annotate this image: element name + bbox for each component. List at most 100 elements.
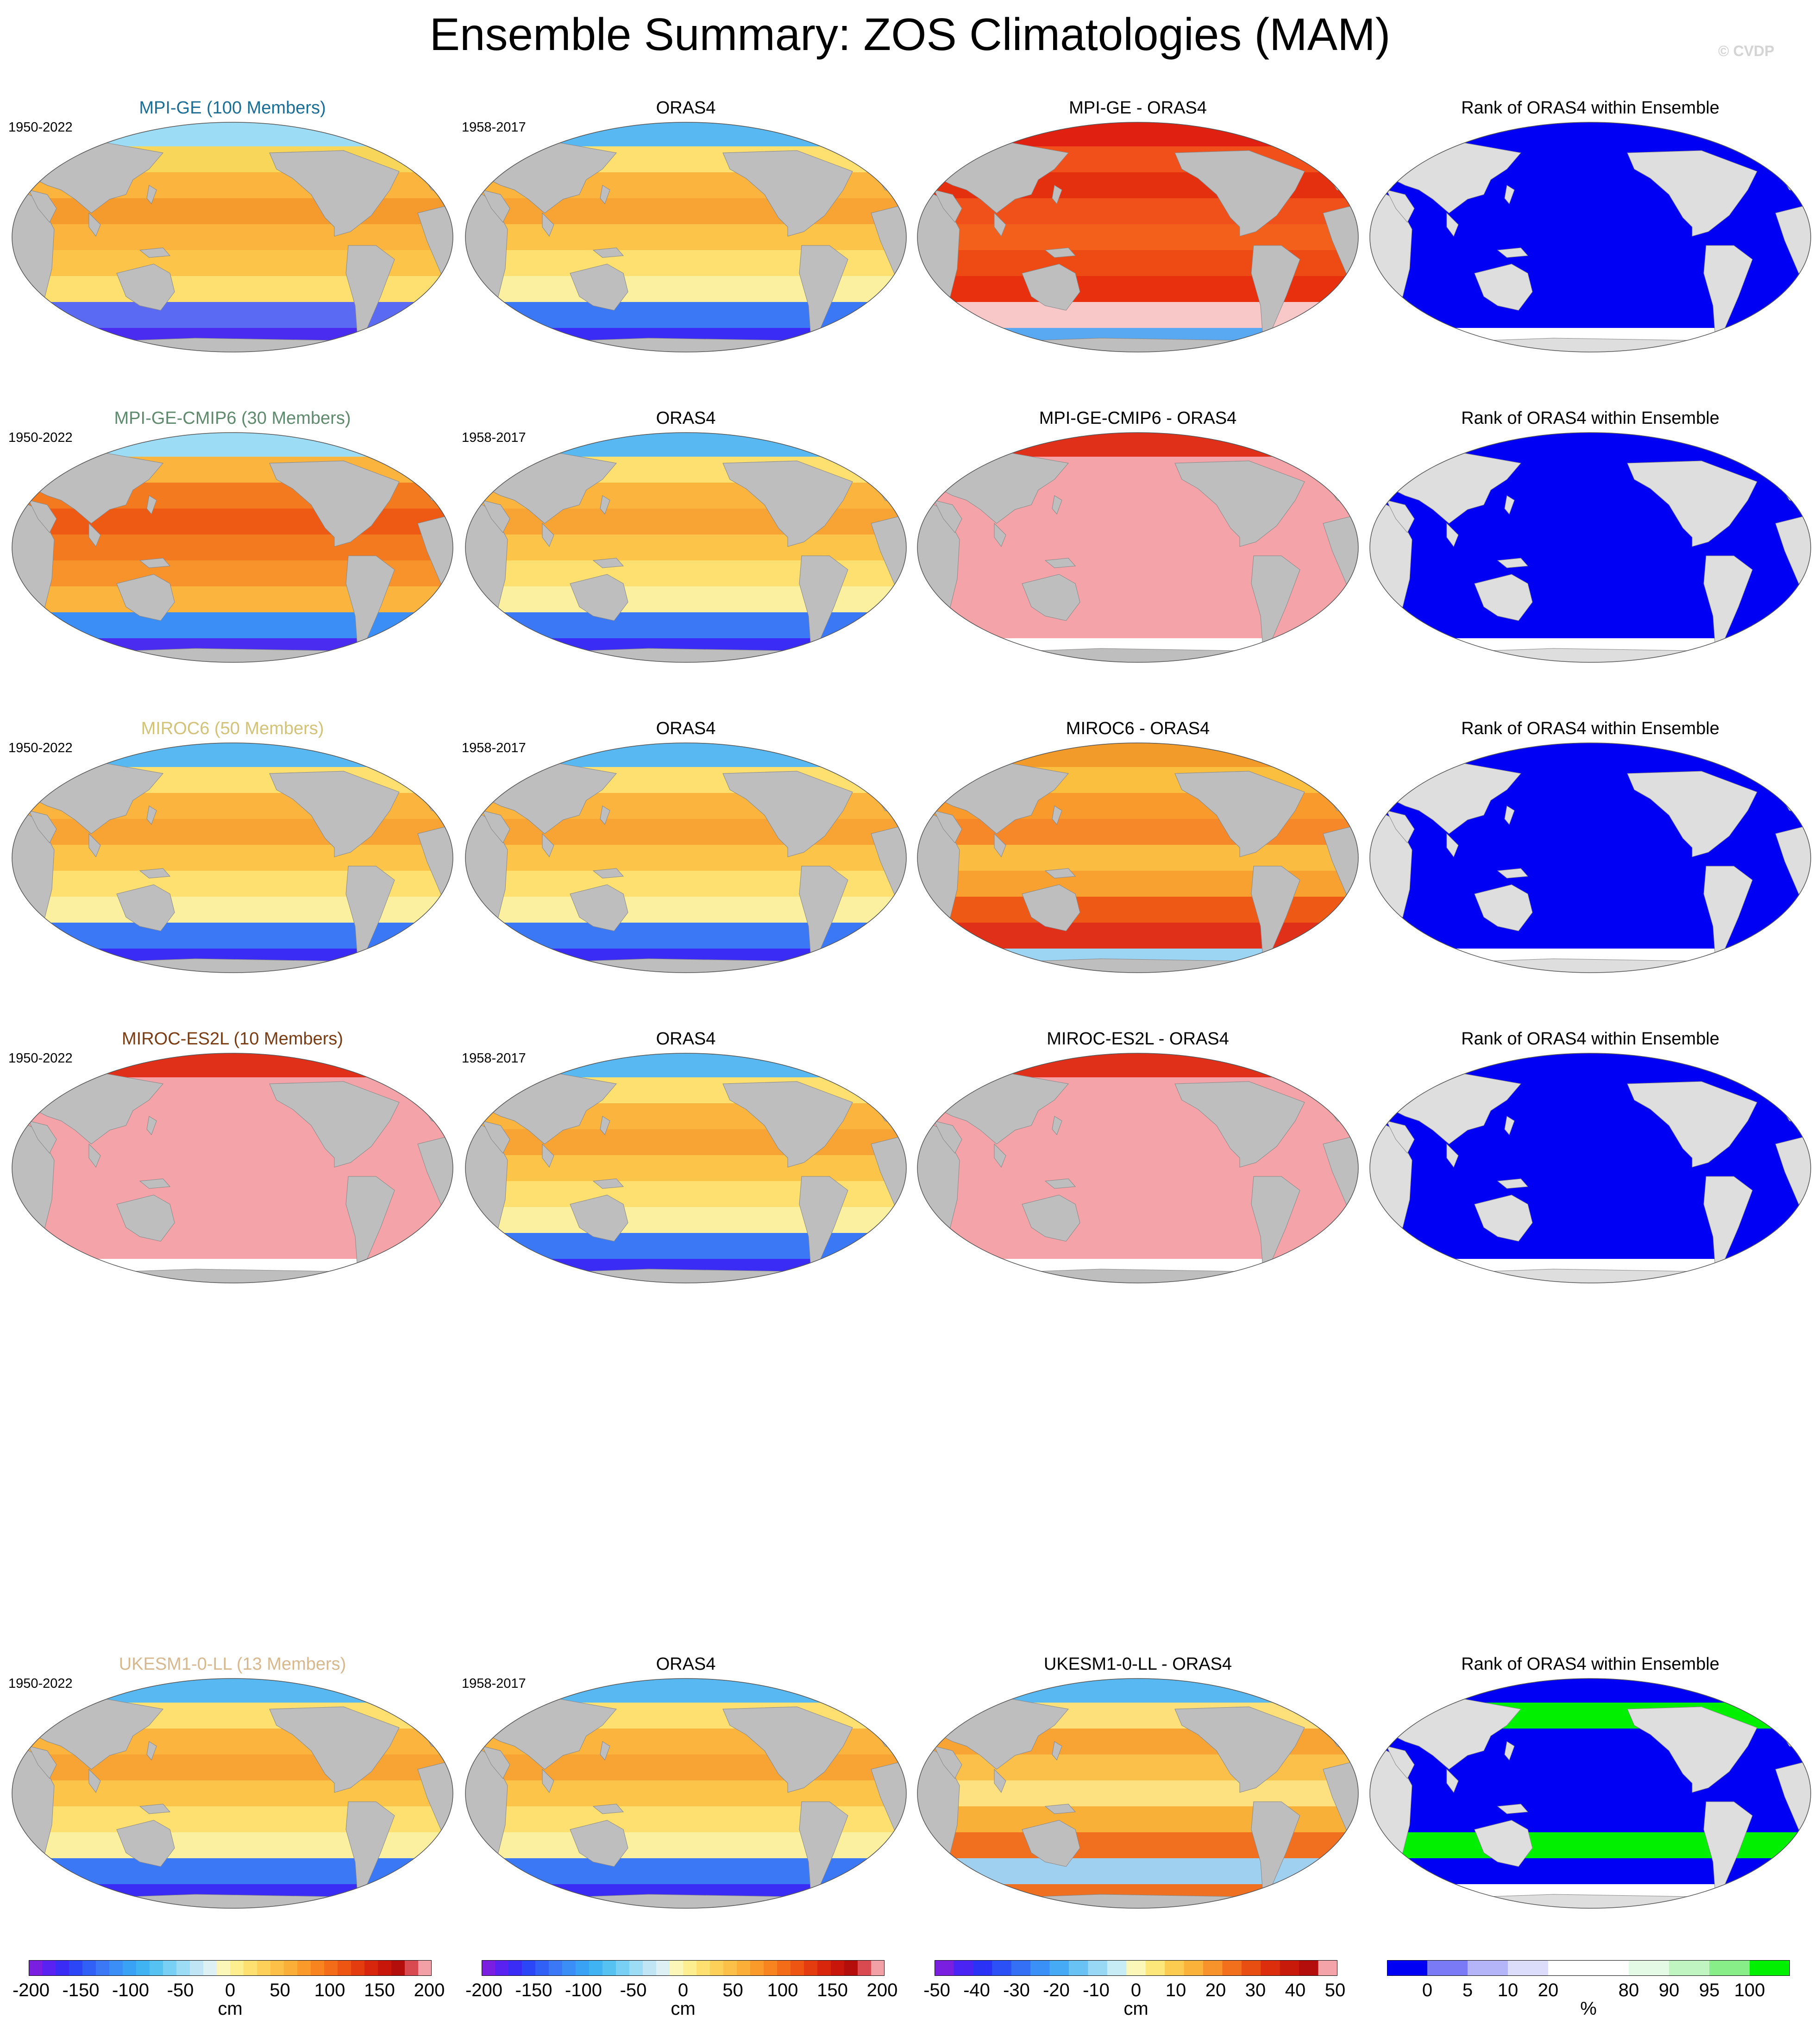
ocean-band	[12, 612, 453, 639]
land-mass	[570, 574, 628, 621]
ocean-band	[917, 743, 1358, 767]
colorbar-swatch	[616, 1960, 630, 1976]
colorbar-tick-label: -100	[112, 1980, 150, 2000]
colorbar-swatch	[764, 1960, 778, 1976]
land-mass	[482, 500, 510, 533]
rank-title: Rank of ORAS4 within Ensemble	[1461, 719, 1720, 738]
colorbar-swatch	[683, 1960, 697, 1976]
land-mass	[1497, 1804, 1529, 1814]
colorbar-swatch	[1222, 1960, 1242, 1976]
colorbar-swatch	[935, 1960, 954, 1976]
colorbar-swatch	[643, 1960, 657, 1976]
ocean-band	[12, 1780, 453, 1807]
ocean-band	[1370, 122, 1811, 147]
colorbar-swatch	[69, 1960, 83, 1976]
colorbar-swatch	[1750, 1960, 1790, 1976]
ocean-band	[917, 1858, 1358, 1885]
land-mass	[994, 522, 1006, 547]
ocean-band	[917, 1155, 1358, 1182]
ocean-band	[1370, 819, 1811, 845]
ensemble-title: MIROC6 (50 Members)	[141, 719, 324, 738]
colorbar-tick-label: 50	[270, 1980, 290, 2000]
colorbar-swatch	[777, 1960, 791, 1976]
land-mass	[116, 574, 175, 621]
ocean-band	[1370, 1207, 1811, 1233]
land-mass	[1044, 1804, 1076, 1814]
land-mass	[1474, 1820, 1533, 1867]
land-mass	[600, 1116, 610, 1135]
land-mass	[1446, 212, 1459, 237]
colorbar-tick-label: 0	[1422, 1980, 1433, 2000]
map-outline	[917, 1053, 1359, 1283]
colorbar-tick-label: -150	[515, 1980, 552, 2000]
land-mass	[1386, 810, 1415, 843]
ocean-band	[917, 224, 1358, 251]
ocean-band	[917, 1053, 1358, 1078]
land-mass	[542, 833, 554, 858]
land-mass	[1504, 1116, 1515, 1135]
rank-map	[1369, 742, 1811, 973]
colorbar-swatch	[817, 1960, 831, 1976]
land-mass	[269, 1081, 400, 1168]
colorbar-tick-label: 95	[1699, 1980, 1720, 2000]
land-mass	[1446, 522, 1459, 547]
ocean-band	[917, 845, 1358, 871]
land-mass	[722, 771, 853, 857]
map-outline	[465, 122, 907, 352]
ocean-band	[12, 224, 453, 251]
colorbar-swatch	[549, 1960, 563, 1976]
colorbar-swatch	[1030, 1960, 1050, 1976]
colorbar-swatch	[405, 1960, 419, 1976]
land-mass	[570, 264, 628, 311]
land-mass	[1174, 150, 1305, 237]
land-mass	[1504, 495, 1515, 515]
ocean-band	[1370, 1679, 1811, 1703]
map-outline	[12, 432, 453, 663]
colorbar-tick-label: 100	[767, 1980, 798, 2000]
colorbar-swatch	[82, 1960, 96, 1976]
ocean-band	[917, 1233, 1358, 1259]
colorbar-border	[1387, 1960, 1790, 1976]
difference-map	[917, 432, 1359, 663]
land-mass	[116, 264, 175, 311]
colorbar-tick-label: 0	[225, 1980, 236, 2000]
obs-map	[465, 432, 907, 663]
ensemble-mean-map	[12, 432, 453, 663]
ocean-band	[465, 743, 906, 767]
colorbar-swatch	[589, 1960, 603, 1976]
colorbar-swatch	[109, 1960, 123, 1976]
colorbar-unit: %	[1580, 1999, 1597, 2019]
ocean-band	[917, 433, 1358, 457]
colorbar-swatch	[535, 1960, 549, 1976]
colorbar-swatch	[670, 1960, 684, 1976]
land-mass	[1386, 189, 1415, 223]
land-mass	[934, 500, 962, 533]
land-mass	[1052, 495, 1062, 515]
land-mass	[1627, 771, 1757, 857]
land-mass	[592, 247, 624, 258]
map-outline	[465, 1678, 907, 1909]
colorbar-tick-label: 200	[866, 1980, 898, 2000]
land-mass	[1413, 1269, 1767, 1283]
land-mass	[509, 338, 862, 352]
land-mass	[139, 1178, 171, 1189]
land-mass	[1413, 1894, 1767, 1908]
colorbar-swatch	[1261, 1960, 1280, 1976]
ocean-band	[12, 586, 453, 613]
land-mass	[994, 1768, 1006, 1793]
ocean-band	[465, 1780, 906, 1807]
colorbar-tick-label: 100	[314, 1980, 345, 2000]
land-mass	[1052, 185, 1062, 204]
colorbar-climatology	[29, 1960, 432, 1976]
land-mass	[1386, 1120, 1415, 1154]
land-mass	[139, 868, 171, 879]
ocean-band	[12, 433, 453, 457]
colorbar-tick-label: 0	[678, 1980, 689, 2000]
colorbar-tick-label: -20	[1043, 1980, 1070, 2000]
land-mass	[482, 1120, 510, 1154]
colorbar-swatch	[378, 1960, 392, 1976]
colorbar-swatch	[1088, 1960, 1108, 1976]
land-mass	[116, 1195, 175, 1242]
land-mass	[592, 1804, 624, 1814]
colorbar-swatch	[364, 1960, 378, 1976]
